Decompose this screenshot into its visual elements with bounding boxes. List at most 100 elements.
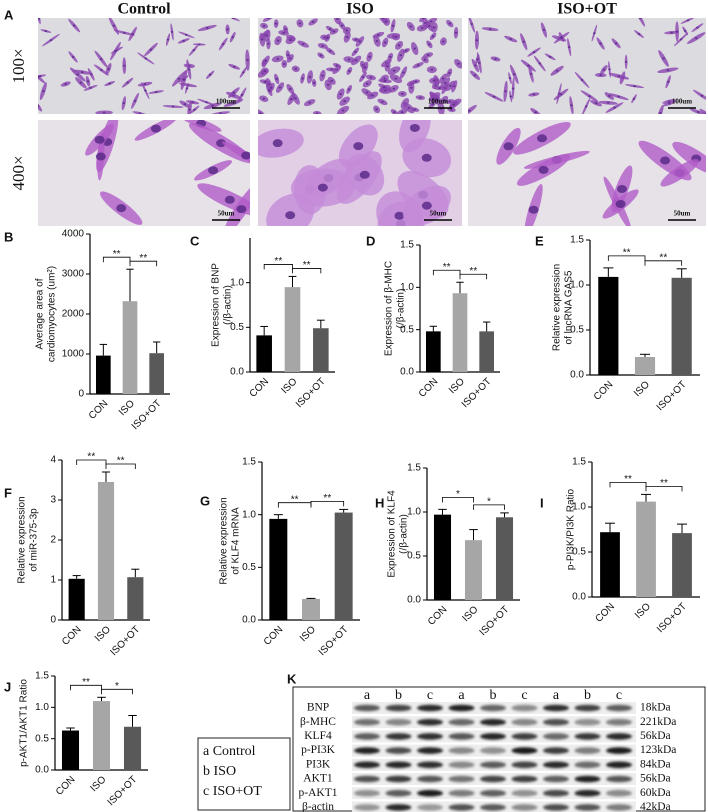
significance-bracket: [644, 260, 683, 266]
scale-bar-label: 100um: [428, 98, 448, 106]
nucleus: [262, 97, 266, 100]
nucleus: [448, 22, 452, 25]
nucleus: [538, 62, 542, 65]
y-tick-label: 1.0: [242, 509, 256, 520]
nucleus: [584, 105, 588, 108]
nucleus: [270, 86, 273, 89]
nucleus: [236, 205, 247, 214]
nucleus: [508, 77, 512, 80]
y-tick-label: 0.5: [572, 547, 586, 558]
nucleus: [205, 101, 208, 104]
molecular-weight: 56kDa: [640, 730, 671, 742]
micrograph: 100um: [38, 18, 250, 114]
band: [511, 747, 538, 754]
band: [574, 789, 601, 797]
nucleus: [432, 97, 435, 100]
x-tick-label: ISO+OT: [655, 379, 689, 413]
y-axis-label: Expression of KLF4: [387, 490, 398, 578]
panel-letter: K: [287, 671, 297, 686]
band: [606, 704, 632, 712]
nucleus: [332, 30, 336, 33]
nucleus: [512, 73, 516, 76]
nucleus: [382, 86, 386, 89]
nucleus: [421, 153, 432, 162]
nucleus: [226, 28, 229, 31]
band: [417, 733, 443, 740]
panel-letter: D: [366, 233, 375, 248]
nucleus: [670, 31, 673, 34]
band: [448, 733, 475, 740]
bar: [122, 301, 138, 394]
band: [448, 775, 475, 783]
nucleus: [339, 92, 342, 95]
nucleus: [150, 124, 161, 133]
y-tick-label: 1: [50, 575, 56, 586]
nucleus: [348, 69, 351, 72]
nucleus: [72, 24, 76, 27]
y-axis-label: Relative expression: [552, 264, 563, 351]
nucleus: [336, 18, 339, 21]
band: [448, 789, 475, 797]
nucleus: [452, 103, 456, 106]
nucleus: [133, 99, 137, 102]
nucleus: [288, 87, 292, 90]
bar: [97, 482, 115, 620]
band: [511, 761, 538, 769]
nucleus: [311, 20, 315, 23]
significance-bracket: [459, 273, 488, 280]
nucleus: [241, 151, 250, 160]
nucleus: [354, 59, 358, 62]
y-axis-label: (/β-actin): [396, 289, 407, 329]
nucleus: [560, 36, 563, 39]
nucleus: [208, 166, 219, 175]
y-tick-label: 0.5: [400, 324, 414, 335]
lane-label: b: [490, 688, 497, 703]
band: [543, 761, 569, 769]
nucleus: [326, 83, 330, 86]
lane-label: a: [458, 688, 465, 703]
nucleus: [38, 18, 41, 20]
nucleus: [185, 33, 188, 36]
y-tick-label: 0.5: [407, 551, 421, 562]
nucleus: [138, 112, 142, 114]
bar: [96, 355, 111, 394]
nucleus: [448, 71, 451, 74]
band: [543, 775, 569, 783]
y-tick-label: 1.5: [572, 457, 586, 468]
nucleus: [263, 69, 267, 72]
nucleus: [347, 58, 351, 61]
nucleus: [191, 101, 194, 104]
significance-label: *: [456, 489, 460, 500]
x-tick-label: CON: [87, 398, 111, 422]
nucleus: [624, 60, 628, 63]
scale-bar-label: 100um: [672, 98, 692, 106]
band: [448, 704, 475, 712]
nucleus: [219, 112, 222, 114]
nucleus: [359, 170, 370, 179]
significance-label: **: [82, 677, 90, 688]
band: [606, 775, 632, 783]
nucleus: [240, 93, 244, 96]
band: [511, 775, 538, 783]
nucleus: [107, 68, 110, 71]
nucleus: [602, 68, 606, 71]
significance-bracket: [310, 500, 345, 507]
significance-bracket: [473, 504, 505, 510]
x-tick-label: ISO: [93, 624, 113, 644]
nucleus: [432, 79, 436, 82]
nucleus: [428, 43, 431, 46]
significance-label: *: [487, 497, 491, 508]
nucleus: [679, 38, 683, 41]
nucleus: [182, 78, 186, 81]
nucleus: [686, 19, 690, 22]
nucleus: [509, 38, 513, 41]
significance-bracket: [645, 485, 683, 492]
band: [448, 718, 475, 726]
nucleus: [413, 47, 417, 50]
y-tick-label: 0.5: [35, 733, 49, 744]
nucleus: [389, 55, 392, 58]
nucleus: [265, 34, 269, 37]
band: [448, 761, 475, 769]
nucleus: [667, 100, 671, 103]
